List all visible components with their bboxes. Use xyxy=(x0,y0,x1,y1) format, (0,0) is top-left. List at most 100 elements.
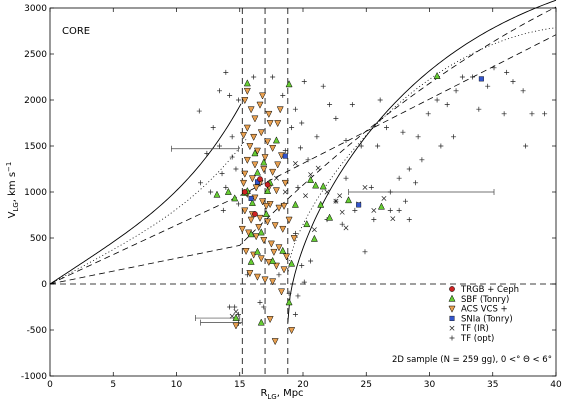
data-point-x xyxy=(324,189,330,195)
data-point-triangle-up xyxy=(285,298,293,306)
legend-label: TF (IR) xyxy=(460,324,489,334)
sample-annotation: 2D sample (N = 259 gg), 0 <° Θ < 6° xyxy=(392,355,552,365)
data-point-plus xyxy=(289,125,295,131)
data-point-triangle-down xyxy=(261,276,269,284)
data-point-square xyxy=(356,202,362,208)
data-point-plus xyxy=(305,157,311,163)
y-tick-label: 0 xyxy=(41,280,47,290)
data-point-x xyxy=(371,207,377,213)
x-tick-label: 40 xyxy=(550,380,562,390)
legend-marker-triangle-down xyxy=(448,305,456,313)
data-point-triangle-up xyxy=(326,213,334,221)
data-point-triangle-down xyxy=(265,110,273,118)
data-point-circle xyxy=(241,189,248,195)
y-axis-label-main: V xyxy=(7,211,18,218)
data-point-plus xyxy=(198,180,204,186)
data-point-plus xyxy=(227,304,233,310)
data-point-circle xyxy=(252,211,258,217)
data-point-triangle-up xyxy=(231,194,239,202)
data-point-triangle-up xyxy=(279,246,287,254)
data-point-triangle-up xyxy=(433,71,441,79)
data-point-plus xyxy=(362,249,368,255)
data-point-triangle-down xyxy=(240,132,248,140)
data-point-triangle-up xyxy=(257,228,265,236)
data-point-triangle-down xyxy=(241,170,249,178)
y-axis-label-sub: LG xyxy=(12,202,20,211)
data-point-x xyxy=(315,165,321,171)
data-point-plus xyxy=(520,88,526,94)
data-point-plus xyxy=(308,258,314,264)
data-point-triangle-up xyxy=(247,230,255,238)
y-axis-label: VLG, km s−1 xyxy=(5,162,20,219)
data-point-triangle-down xyxy=(274,161,282,169)
data-point-triangle-up xyxy=(248,198,256,206)
data-point-x xyxy=(339,209,345,215)
y-tick-label: 500 xyxy=(30,234,47,244)
data-point-triangle-up xyxy=(262,209,270,217)
series-circle xyxy=(241,176,271,217)
data-point-x xyxy=(273,175,279,181)
data-point-plus xyxy=(333,115,339,121)
data-point-circle xyxy=(257,176,263,182)
data-point-triangle-up xyxy=(310,234,318,242)
x-axis-label-main: R xyxy=(260,388,267,399)
x-axis-label: RLG, Mpc xyxy=(260,388,303,401)
data-point-triangle-down xyxy=(252,233,260,241)
data-point-x xyxy=(311,227,317,233)
data-point-plus xyxy=(204,150,210,156)
data-point-plus xyxy=(343,137,349,143)
data-point-plus xyxy=(276,272,282,278)
data-point-plus xyxy=(217,88,223,94)
data-point-plus xyxy=(220,207,226,213)
data-point-triangle-up xyxy=(253,168,261,176)
legend-entry: SNIa (Tonry) xyxy=(449,314,513,324)
data-point-plus xyxy=(453,88,459,94)
model-curve-dotted-lower xyxy=(287,27,557,275)
series-plus xyxy=(196,65,548,327)
data-point-plus xyxy=(400,129,406,135)
data-point-x xyxy=(292,161,298,166)
legend-entry: TF (opt) xyxy=(449,334,494,344)
data-point-square xyxy=(282,153,288,159)
data-point-plus xyxy=(339,221,345,227)
legend-marker-plus xyxy=(449,335,455,341)
data-point-square xyxy=(478,76,484,82)
data-point-triangle-up xyxy=(319,182,327,190)
data-point-triangle-down xyxy=(266,316,274,324)
data-point-triangle-down xyxy=(276,106,284,114)
data-point-plus xyxy=(301,279,307,285)
data-point-triangle-up xyxy=(288,259,296,267)
data-point-plus xyxy=(501,111,507,117)
data-point-triangle-down xyxy=(243,87,251,95)
model-curves xyxy=(49,0,557,323)
legend-marker-triangle-up xyxy=(448,294,456,302)
x-tick-label: 35 xyxy=(487,380,498,390)
data-point-plus xyxy=(476,106,482,112)
x-tick-label: 0 xyxy=(47,380,53,390)
axis-ticks: 0 5 10 15 20 25 30 35 40 -1000 -500 0 500 1000 1500 200… xyxy=(21,4,562,390)
data-point-plus xyxy=(438,143,444,149)
data-point-triangle-down xyxy=(251,115,259,123)
data-point-x xyxy=(333,198,339,204)
error-bars xyxy=(171,145,495,326)
data-point-triangle-up xyxy=(377,202,385,210)
data-point-triangle-down xyxy=(285,216,293,224)
data-point-plus xyxy=(217,143,223,149)
data-point-triangle-up xyxy=(253,247,261,255)
data-point-triangle-down xyxy=(260,166,268,174)
data-point-plus xyxy=(368,184,374,190)
x-axis-label-tail: , Mpc xyxy=(277,388,304,399)
data-point-plus xyxy=(352,207,358,213)
legend-entry: SBF (Tonry) xyxy=(448,294,509,305)
y-tick-label: 1000 xyxy=(24,188,47,198)
data-point-triangle-down xyxy=(251,161,259,169)
data-point-triangle-down xyxy=(259,198,267,206)
data-point-triangle-down xyxy=(279,225,287,233)
data-point-circle xyxy=(264,181,271,188)
x-axis-label-sub: LG xyxy=(267,393,276,401)
data-point-plus xyxy=(396,207,402,213)
data-point-triangle-up xyxy=(303,220,311,228)
data-point-plus xyxy=(210,125,216,131)
data-point-plus xyxy=(219,171,225,177)
legend-label: TF (opt) xyxy=(460,334,494,344)
